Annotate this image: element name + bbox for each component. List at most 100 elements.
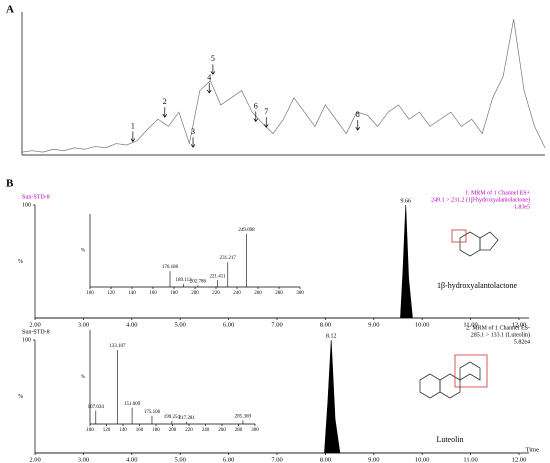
header-line: 1.83e5 bbox=[514, 204, 530, 210]
peak-label: 7 bbox=[264, 107, 268, 116]
x-tick-label: 4.00 bbox=[126, 321, 137, 328]
x-tick-label: 8.00 bbox=[320, 456, 331, 463]
stick-label: 176.186 bbox=[162, 265, 179, 270]
x-tick-label: 3.00 bbox=[78, 321, 89, 328]
x-tick-label: 4.00 bbox=[126, 456, 137, 463]
stick-label: 285.369 bbox=[235, 414, 252, 419]
peak-area bbox=[35, 339, 519, 454]
inset-tick-label: 240 bbox=[233, 291, 241, 296]
peak-arrow bbox=[190, 137, 196, 148]
stick-label: 199.254 bbox=[164, 415, 181, 420]
y-tick-label: 100 bbox=[22, 202, 31, 208]
stick-label: 151.009 bbox=[124, 402, 141, 407]
y-label: % bbox=[18, 259, 23, 265]
x-tick-label: 6.00 bbox=[223, 456, 234, 463]
inset-tick-label: 140 bbox=[119, 428, 127, 433]
inset-tick-label: 160 bbox=[136, 428, 144, 433]
panel-label: A bbox=[6, 4, 14, 16]
structure-2 bbox=[419, 354, 488, 399]
peak-label: 3 bbox=[191, 127, 195, 136]
x-tick-label: 10.00 bbox=[415, 456, 430, 463]
x-tick-label: 8.00 bbox=[320, 321, 331, 328]
peak-label: 1 bbox=[131, 121, 135, 130]
trace bbox=[21, 19, 546, 153]
peak-time: 9.66 bbox=[400, 198, 411, 204]
inset-tick-label: 300 bbox=[296, 291, 304, 296]
peak-arrow bbox=[130, 131, 136, 143]
x-tick-label: 6.00 bbox=[223, 321, 234, 328]
x-tick-label: 11.00 bbox=[463, 321, 477, 328]
x-tick-label: 2.00 bbox=[29, 456, 40, 463]
peak-arrow bbox=[206, 82, 212, 94]
x-tick-label: 5.00 bbox=[175, 321, 186, 328]
header-line: 1: MRM of 1 Channel ES+ bbox=[465, 189, 531, 196]
inset-tick-label: 160 bbox=[149, 291, 157, 296]
stick-label: 249.098 bbox=[238, 228, 255, 233]
stick-label: 107.034 bbox=[88, 405, 105, 410]
x-tick-label: 9.00 bbox=[368, 321, 379, 328]
x-label: Time bbox=[526, 446, 540, 453]
inset-tick-label: 180 bbox=[152, 428, 160, 433]
inset-tick-label: 300 bbox=[251, 428, 259, 433]
inset-tick-label: 200 bbox=[191, 291, 199, 296]
stick-label: 175.106 bbox=[144, 410, 161, 415]
inset-tick-label: 220 bbox=[185, 428, 193, 433]
inset-tick-label: 260 bbox=[218, 428, 226, 433]
inset-tick-label: 140 bbox=[128, 291, 136, 296]
x-tick-label: 9.00 bbox=[368, 456, 379, 463]
inset-tick-label: 220 bbox=[212, 291, 220, 296]
x-tick-label: 10.00 bbox=[415, 321, 430, 328]
x-tick-label: 3.00 bbox=[78, 456, 89, 463]
header-line: 249.1 > 231.2 (1β-hydroxyalantolactone) bbox=[431, 196, 530, 203]
peak-arrow bbox=[355, 120, 361, 131]
stick-label: 133.107 bbox=[109, 344, 126, 349]
stick-label: 217.281 bbox=[179, 416, 196, 421]
y-label: % bbox=[18, 394, 23, 400]
peak-arrow bbox=[253, 111, 259, 123]
sample-name: Sun-STD-8 bbox=[22, 194, 50, 200]
panel-label: B bbox=[6, 178, 14, 190]
inset-tick-label: 120 bbox=[103, 428, 111, 433]
x-tick-label: 7.00 bbox=[271, 456, 282, 463]
peak-label: 4 bbox=[207, 73, 211, 82]
inset-tick-label: 280 bbox=[235, 428, 243, 433]
inset-tick-label: 240 bbox=[202, 428, 210, 433]
stick-label: 202.786 bbox=[190, 280, 207, 285]
header-line: 5.82e4 bbox=[514, 339, 530, 345]
compound-name: 1β-hydroxyalantolactone bbox=[437, 281, 517, 290]
inset-y-label: % bbox=[81, 249, 85, 254]
x-tick-label: 12.00 bbox=[512, 456, 527, 463]
y-tick-label: 100 bbox=[22, 337, 31, 343]
peak-arrow bbox=[263, 117, 269, 128]
peak-time: 8.12 bbox=[326, 333, 337, 339]
peak-label: 2 bbox=[163, 97, 167, 106]
stick-label: 231.217 bbox=[220, 256, 237, 261]
stick-label: 221.411 bbox=[209, 274, 226, 279]
peak-label: 8 bbox=[356, 110, 360, 119]
peak-label: 6 bbox=[254, 101, 258, 110]
inset-tick-label: 180 bbox=[170, 291, 178, 296]
inset-tick-label: 280 bbox=[275, 291, 283, 296]
structure-1 bbox=[451, 229, 499, 257]
header-line: 2: MRM of 1 Channel ES- bbox=[466, 324, 530, 331]
x-tick-label: 12.00 bbox=[512, 321, 527, 328]
inset-tick-label: 100 bbox=[86, 291, 94, 296]
x-tick-label: 11.00 bbox=[463, 456, 477, 463]
header-line: 285.1 > 133.1 (Luteolin) bbox=[471, 331, 530, 338]
peak-arrow bbox=[210, 64, 216, 75]
inset-tick-label: 100 bbox=[86, 428, 94, 433]
peak-arrow bbox=[162, 107, 168, 118]
stick-label: 189.112 bbox=[176, 278, 193, 283]
peak-area bbox=[35, 204, 519, 319]
inset-tick-label: 260 bbox=[254, 291, 262, 296]
x-tick-label: 2.00 bbox=[29, 321, 40, 328]
inset-tick-label: 200 bbox=[169, 428, 177, 433]
inset-y-label: % bbox=[81, 375, 85, 380]
x-tick-label: 5.00 bbox=[175, 456, 186, 463]
inset-tick-label: 120 bbox=[107, 291, 115, 296]
x-tick-label: 7.00 bbox=[271, 321, 282, 328]
peak-label: 5 bbox=[211, 54, 215, 63]
compound-name: Luteolin bbox=[436, 435, 463, 444]
sample-name: Sun-STD-8 bbox=[22, 329, 50, 335]
